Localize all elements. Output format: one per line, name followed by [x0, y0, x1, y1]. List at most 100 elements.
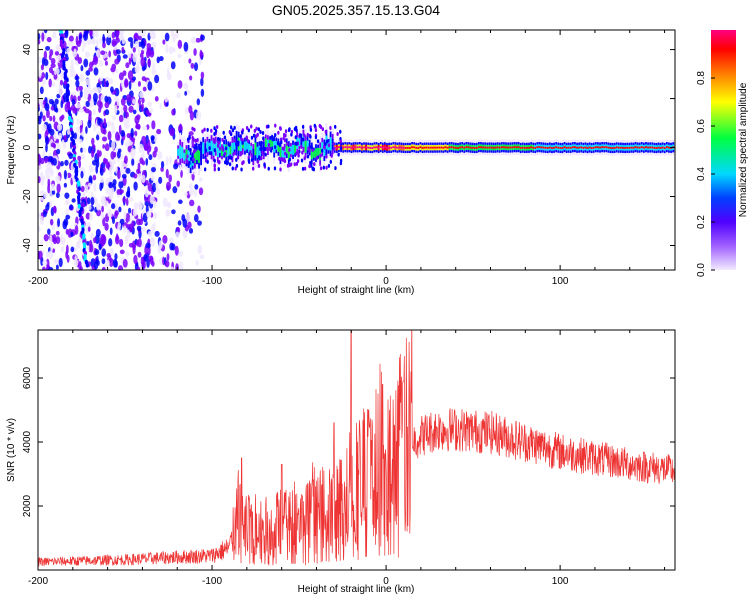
band-blip	[217, 136, 220, 141]
noise-speckle	[53, 206, 57, 214]
colorbar-tick-label: 0.0	[696, 263, 707, 277]
noise-speckle	[101, 136, 108, 142]
band-core	[396, 146, 399, 149]
band-core	[450, 146, 453, 149]
band-inner	[315, 148, 317, 158]
noise-speckle	[41, 79, 47, 85]
band-core	[352, 146, 355, 149]
band-inner	[229, 145, 232, 155]
noise-speckle	[55, 192, 60, 199]
noise-speckle	[49, 218, 54, 226]
noise-speckle	[147, 230, 153, 237]
band-blip	[218, 159, 221, 164]
noise-speckle	[145, 49, 151, 59]
band-core	[551, 147, 553, 149]
noise-speckle	[70, 246, 75, 253]
noise-speckle	[117, 222, 122, 228]
band-blip	[264, 152, 267, 157]
band-core	[371, 147, 374, 149]
noise-speckle	[106, 35, 112, 46]
noise-speckle	[166, 72, 172, 81]
band-inner	[239, 139, 242, 152]
noise-speckle	[184, 90, 188, 96]
noise-speckle	[116, 97, 120, 107]
noise-speckle	[144, 188, 149, 198]
noise-speckle	[94, 234, 100, 245]
noise-speckle	[92, 37, 96, 44]
noise-speckle	[92, 92, 98, 103]
noise-speckle	[133, 173, 138, 179]
noise-speckle	[170, 266, 174, 270]
noise-speckle	[152, 62, 156, 71]
noise-speckle	[112, 40, 118, 46]
band-blip	[325, 139, 329, 144]
noise-speckle	[79, 202, 86, 208]
noise-speckle	[196, 98, 201, 106]
band-blip	[312, 167, 316, 172]
band-blip	[193, 145, 196, 150]
band-blip	[314, 128, 318, 133]
noise-speckle	[118, 114, 124, 123]
noise-speckle	[155, 187, 161, 195]
band-blip	[293, 127, 297, 132]
noise-speckle	[200, 77, 204, 87]
band-blip	[229, 155, 233, 160]
noise-speckle	[158, 55, 164, 62]
noise-speckle	[38, 96, 44, 106]
noise-speckle	[143, 253, 148, 262]
spectrogram-ytick-label: 0	[22, 144, 33, 150]
noise-speckle	[177, 220, 182, 226]
band-blip	[240, 137, 243, 142]
band-core	[624, 147, 626, 149]
band-core	[484, 146, 487, 149]
noise-speckle	[151, 182, 157, 193]
noise-speckle	[55, 236, 61, 245]
spectrogram-xtick-label: 0	[383, 276, 389, 287]
noise-speckle	[184, 191, 188, 197]
noise-speckle	[85, 100, 90, 107]
band-core	[496, 146, 499, 149]
noise-speckle	[183, 41, 189, 52]
noise-speckle	[66, 129, 71, 136]
band-core	[571, 146, 574, 149]
band-core	[367, 146, 370, 149]
band-blip	[232, 152, 235, 157]
noise-speckle	[106, 259, 110, 267]
noise-speckle	[58, 106, 62, 113]
noise-speckle	[116, 189, 121, 195]
band-core	[588, 146, 591, 149]
band-inner	[185, 149, 188, 159]
noise-speckle	[40, 157, 45, 165]
noise-speckle	[136, 102, 140, 112]
noise-speckle	[85, 70, 91, 76]
noise-speckle	[194, 184, 199, 190]
band-blip	[327, 163, 331, 168]
band-blip	[260, 140, 263, 145]
noise-speckle	[141, 97, 145, 104]
noise-speckle	[46, 36, 52, 43]
band-blip	[259, 129, 262, 134]
noise-speckle	[66, 254, 70, 263]
band-core	[509, 146, 512, 149]
band-blip	[325, 165, 328, 170]
noise-speckle	[94, 249, 100, 256]
noise-speckle	[178, 199, 183, 205]
band-blip	[192, 137, 195, 142]
band-blip	[310, 145, 313, 150]
band-blip	[204, 148, 208, 153]
band-core	[361, 146, 363, 149]
noise-speckle	[111, 121, 115, 127]
noise-speckle	[56, 93, 61, 99]
band-core	[427, 146, 430, 149]
band-blip	[278, 156, 281, 161]
noise-speckle	[105, 162, 111, 169]
noise-speckle	[81, 131, 85, 137]
colorbar-axis: 0.0 0.2 0.4 0.6 0.8	[696, 71, 715, 277]
band-core	[459, 146, 461, 149]
noise-speckle	[159, 103, 163, 109]
noise-speckle	[101, 234, 107, 245]
band-core	[417, 147, 420, 149]
band-core	[473, 147, 476, 149]
noise-speckle	[63, 182, 67, 188]
noise-speckle	[137, 238, 142, 248]
